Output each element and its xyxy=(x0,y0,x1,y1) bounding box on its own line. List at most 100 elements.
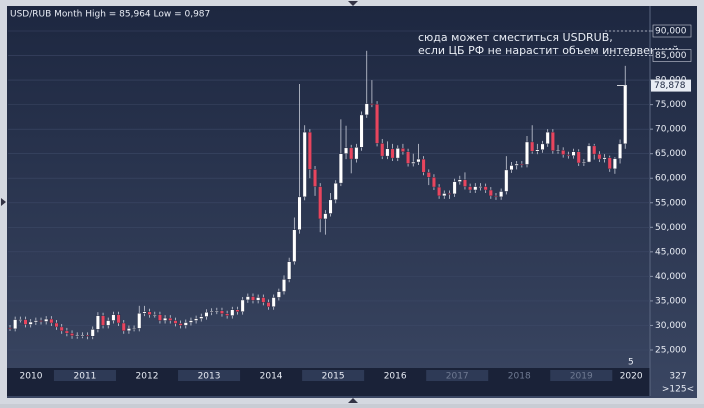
candle-body xyxy=(75,335,80,337)
candle-body xyxy=(375,103,380,144)
x-tick-label: 2019 xyxy=(570,372,593,382)
candle-body xyxy=(566,154,571,156)
candle-body xyxy=(426,172,431,178)
candle-body xyxy=(530,141,535,152)
year-band xyxy=(302,370,365,381)
x-tick-label: 2017 xyxy=(446,372,469,382)
candle-body xyxy=(431,176,436,188)
candle-body xyxy=(121,322,126,332)
plot-background xyxy=(7,6,697,398)
candle-body xyxy=(178,323,183,326)
candle-body xyxy=(364,103,369,116)
candle-body xyxy=(111,314,116,321)
candle-body xyxy=(152,314,157,316)
year-band xyxy=(178,370,241,381)
last-price-box xyxy=(651,79,691,92)
candle-body xyxy=(395,148,400,159)
candle-body xyxy=(95,315,100,330)
chart-title: USD/RUB Month High = 85,964 Low = 0,987 xyxy=(10,10,210,20)
candle-body xyxy=(390,148,395,159)
candle-body xyxy=(276,291,281,298)
level-box xyxy=(652,24,692,38)
candle-body xyxy=(137,312,142,329)
candle-body xyxy=(64,330,69,334)
candle-body xyxy=(318,186,323,220)
candle-body xyxy=(106,320,111,326)
y-tick-label: 25,000 xyxy=(655,345,687,355)
candle-body xyxy=(44,318,49,322)
y-tick-label: 30,000 xyxy=(655,321,687,331)
candle-body xyxy=(209,310,214,313)
candle-body xyxy=(69,333,75,337)
candle-body xyxy=(586,145,592,163)
candle-body xyxy=(462,179,468,187)
candle-body xyxy=(194,318,199,321)
candle-body xyxy=(576,151,581,164)
candle-body xyxy=(400,148,405,152)
x-tick-label: 2010 xyxy=(20,372,43,382)
y-tick-label: 55,000 xyxy=(655,198,687,208)
candle-body xyxy=(116,314,121,324)
candle-body xyxy=(28,321,33,325)
y-tick-label: 40,000 xyxy=(655,272,687,282)
candle-body xyxy=(488,189,493,197)
candle-body xyxy=(312,169,318,187)
candle-body xyxy=(380,143,385,157)
candle-body xyxy=(188,320,193,323)
corner-text: 5 xyxy=(628,358,634,368)
corner-text: 327 xyxy=(669,372,686,382)
annotation: если ЦБ РФ не нарастит объем интервенций xyxy=(418,44,679,57)
candle-body xyxy=(126,328,131,332)
candle-body xyxy=(344,147,349,154)
candle-body xyxy=(38,320,44,322)
candle-body xyxy=(256,297,261,301)
candle-body xyxy=(561,150,566,155)
candle-body xyxy=(457,179,462,182)
scroll-arrow[interactable] xyxy=(1,198,6,206)
candle-body xyxy=(292,229,297,262)
candle-body xyxy=(302,131,307,198)
candle-body xyxy=(240,299,245,312)
candle-body xyxy=(581,161,586,164)
scroll-arrow[interactable] xyxy=(348,1,358,6)
candle-body xyxy=(514,163,519,166)
candle-body xyxy=(173,320,178,324)
level-box xyxy=(652,49,692,62)
candle-body xyxy=(524,141,530,165)
candle-body xyxy=(385,148,390,157)
y-tick-label: 35,000 xyxy=(655,296,687,306)
scroll-arrow[interactable] xyxy=(348,398,358,403)
candle-body xyxy=(132,328,137,330)
candle-body xyxy=(416,158,421,163)
candle-body xyxy=(571,151,576,156)
x-tick-label: 2012 xyxy=(136,372,159,382)
candle-body xyxy=(328,199,333,214)
candle-body xyxy=(468,186,473,191)
candle-body xyxy=(142,311,147,314)
candle-body xyxy=(147,311,152,315)
candle-body xyxy=(54,322,59,328)
candle-body xyxy=(411,161,416,164)
candle-body xyxy=(219,310,225,314)
candle-body xyxy=(597,153,602,160)
candle-body xyxy=(545,131,550,145)
candle-body xyxy=(225,313,230,316)
candle-body xyxy=(323,213,328,220)
candle-body xyxy=(261,297,266,303)
candle-body xyxy=(478,186,483,188)
candle-body xyxy=(437,186,442,197)
candle-body xyxy=(85,335,90,337)
y-tick-label: 85,000 xyxy=(655,51,687,61)
candle-body xyxy=(199,316,204,319)
candle-body xyxy=(33,320,38,323)
candle-body xyxy=(266,302,271,308)
candle-body xyxy=(7,327,13,330)
annotation: сюда может сместиться USDRUB, xyxy=(418,31,613,44)
candle-body xyxy=(168,317,173,321)
candle-body xyxy=(354,147,359,160)
x-tick-label: 2020 xyxy=(620,372,643,382)
x-tick-label: 2016 xyxy=(384,372,407,382)
year-band xyxy=(550,370,613,381)
candle-body xyxy=(338,153,343,184)
candle-body xyxy=(214,310,219,312)
